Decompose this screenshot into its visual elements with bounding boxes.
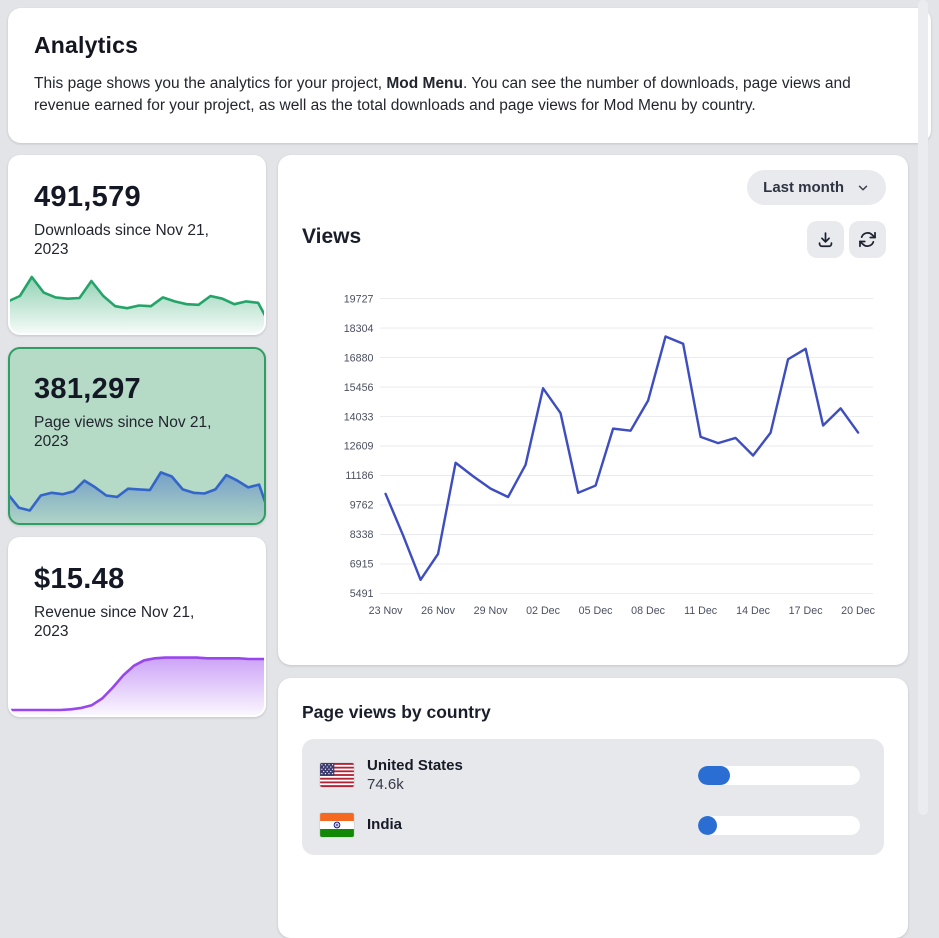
downloads-value: 491,579: [34, 181, 141, 213]
pageviews-value: 381,297: [34, 373, 141, 405]
charts-column: Last month Views 19727 18304: [278, 155, 908, 938]
pageviews-sparkline: [10, 471, 264, 523]
svg-text:14033: 14033: [344, 411, 374, 423]
svg-text:11 Dec: 11 Dec: [684, 605, 718, 617]
page-description: This page shows you the analytics for yo…: [34, 73, 905, 117]
svg-text:5491: 5491: [350, 588, 374, 600]
svg-text:23 Nov: 23 Nov: [369, 605, 404, 617]
progress-track: [698, 765, 860, 785]
chevron-down-icon: [858, 184, 868, 191]
svg-text:19727: 19727: [344, 293, 374, 305]
stats-column: 491,579 Downloads since Nov 21, 2023 381…: [8, 155, 266, 717]
page-title: Analytics: [34, 32, 139, 58]
page-header-card: Analytics This page shows you the analyt…: [8, 8, 931, 143]
svg-text:05 Dec: 05 Dec: [579, 605, 614, 617]
country-list: United States 74.6k: [302, 739, 884, 855]
svg-text:14 Dec: 14 Dec: [736, 605, 771, 617]
progress-fill: [698, 815, 718, 835]
downloads-label: Downloads since Nov 21, 2023: [34, 222, 209, 259]
views-line-chart: 19727 18304 16880 15456 14033 12609 11186 9762 8…: [344, 293, 876, 617]
download-chart-button[interactable]: [807, 221, 844, 258]
svg-text:9762: 9762: [350, 500, 374, 512]
refresh-icon: [859, 231, 876, 248]
refresh-chart-button[interactable]: [849, 221, 886, 258]
chart-title: Views: [302, 225, 362, 248]
country-value: 74.6k: [367, 776, 404, 793]
download-icon: [818, 232, 833, 248]
description-text-after: . You can see the number of downloads, p…: [34, 75, 851, 114]
analytics-page: Analytics This page shows you the analyt…: [8, 0, 931, 938]
stat-card-revenue[interactable]: $15.48 Revenue since Nov 21, 2023: [8, 537, 266, 717]
svg-text:16880: 16880: [344, 352, 374, 364]
country-views-title: Page views by country: [302, 702, 491, 722]
svg-text:29 Nov: 29 Nov: [474, 605, 509, 617]
svg-text:15456: 15456: [344, 382, 374, 394]
scrollbar-track[interactable]: [918, 0, 928, 815]
svg-text:08 Dec: 08 Dec: [631, 605, 666, 617]
country-name: United States: [367, 757, 463, 774]
pageviews-label: Page views since Nov 21, 2023: [34, 414, 212, 451]
svg-text:20 Dec: 20 Dec: [841, 605, 876, 617]
svg-text:02 Dec: 02 Dec: [526, 605, 561, 617]
revenue-value: $15.48: [34, 563, 125, 595]
india-flag-icon: [320, 813, 354, 837]
progress-track: [698, 815, 860, 835]
svg-text:18304: 18304: [344, 323, 374, 335]
svg-text:12609: 12609: [344, 441, 374, 453]
us-flag-icon: [320, 763, 354, 787]
views-chart-card: Last month Views 19727 18304: [278, 155, 908, 665]
country-row-india: India: [312, 803, 874, 847]
project-name: Mod Menu: [386, 75, 463, 92]
country-name: India: [367, 815, 403, 833]
svg-text:17 Dec: 17 Dec: [789, 605, 824, 617]
svg-text:8338: 8338: [350, 529, 374, 541]
description-text: This page shows you the analytics for yo…: [34, 75, 387, 92]
stat-card-downloads[interactable]: 491,579 Downloads since Nov 21, 2023: [8, 155, 266, 335]
downloads-sparkline: [10, 275, 264, 333]
country-views-card: Page views by country United States 74.6…: [278, 678, 908, 938]
date-range-label: Last month: [763, 179, 844, 196]
revenue-sparkline: [10, 656, 264, 715]
svg-text:6915: 6915: [350, 559, 374, 571]
progress-fill: [698, 765, 730, 785]
svg-text:11186: 11186: [345, 470, 373, 482]
revenue-label: Revenue since Nov 21, 2023: [34, 604, 195, 641]
date-range-dropdown[interactable]: Last month: [747, 170, 886, 205]
svg-text:26 Nov: 26 Nov: [421, 605, 456, 617]
country-row-united-states: United States 74.6k: [312, 747, 874, 803]
stat-card-pageviews[interactable]: 381,297 Page views since Nov 21, 2023: [8, 347, 266, 525]
